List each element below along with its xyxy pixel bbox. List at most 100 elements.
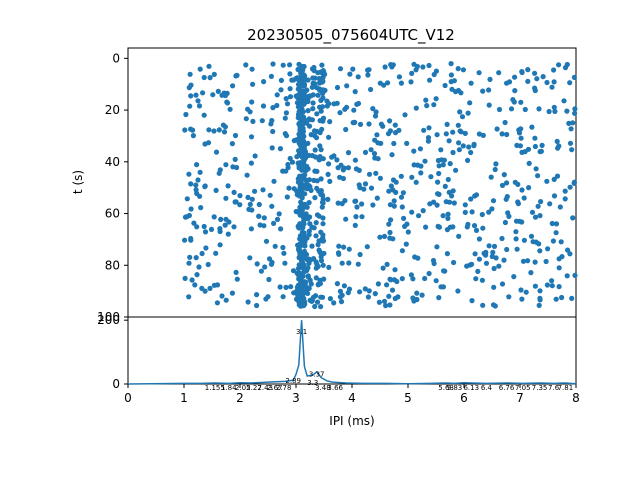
scatter-point bbox=[362, 149, 369, 155]
scatter-point bbox=[254, 292, 260, 298]
scatter-point bbox=[468, 196, 474, 202]
scatter-point bbox=[187, 254, 193, 260]
scatter-point bbox=[198, 205, 204, 211]
scatter-point bbox=[350, 66, 356, 72]
scatter-point bbox=[566, 120, 572, 126]
scatter-point bbox=[302, 243, 308, 249]
scatter-point bbox=[294, 154, 300, 160]
scatter-point bbox=[296, 140, 303, 146]
scatter-point bbox=[483, 252, 489, 258]
scatter-point bbox=[352, 198, 358, 204]
scatter-point bbox=[511, 74, 518, 80]
peak-label: 2.78 bbox=[276, 384, 292, 392]
scatter-point bbox=[537, 248, 543, 254]
scatter-point bbox=[338, 299, 345, 305]
scatter-point bbox=[321, 69, 327, 75]
scatter-point bbox=[364, 244, 370, 250]
scatter-point bbox=[530, 239, 536, 245]
scatter-point bbox=[453, 167, 459, 173]
scatter-point bbox=[445, 215, 451, 221]
scatter-point bbox=[480, 225, 486, 231]
scatter-point bbox=[544, 79, 550, 86]
scatter-point bbox=[272, 243, 278, 249]
scatter-point bbox=[284, 194, 290, 200]
scatter-point bbox=[450, 224, 456, 230]
scatter-point bbox=[247, 255, 253, 261]
scatter-point bbox=[296, 291, 302, 297]
scatter-point bbox=[417, 146, 423, 152]
scatter-point bbox=[457, 109, 463, 115]
scatter-point bbox=[283, 133, 290, 139]
scatter-point bbox=[520, 258, 527, 264]
scatter-point bbox=[282, 260, 288, 266]
scatter-point bbox=[535, 173, 541, 179]
scatter-point bbox=[522, 106, 528, 113]
scatter-point bbox=[205, 261, 211, 268]
scatter-point bbox=[386, 221, 392, 227]
scatter-point bbox=[532, 259, 538, 265]
scatter-point bbox=[420, 208, 426, 214]
scatter-point bbox=[469, 298, 475, 304]
scatter-point bbox=[188, 206, 194, 212]
scatter-point bbox=[320, 95, 326, 101]
scatter-point bbox=[514, 246, 520, 252]
scatter-point bbox=[391, 140, 397, 147]
scatter-point bbox=[315, 92, 321, 98]
scatter-point bbox=[271, 178, 277, 184]
scatter-point bbox=[301, 230, 307, 236]
scatter-point bbox=[528, 270, 534, 276]
scatter-point bbox=[316, 213, 322, 219]
scatter-point bbox=[299, 176, 305, 182]
scatter-point bbox=[302, 201, 308, 207]
scatter-point bbox=[425, 135, 432, 141]
scatter-point bbox=[373, 170, 379, 176]
scatter-point bbox=[546, 108, 552, 115]
scatter-point bbox=[378, 140, 384, 146]
scatter-point bbox=[233, 269, 239, 275]
scatter-point bbox=[295, 81, 302, 88]
scatter-point bbox=[300, 130, 306, 137]
scatter-point bbox=[388, 217, 394, 223]
scatter-point bbox=[533, 166, 539, 172]
scatter-point bbox=[473, 276, 479, 282]
scatter-point bbox=[450, 188, 456, 194]
scatter-point bbox=[490, 302, 497, 308]
scatter-point bbox=[249, 207, 255, 213]
scatter-point bbox=[532, 283, 539, 289]
scatter-point bbox=[467, 100, 473, 106]
scatter-point bbox=[186, 294, 192, 300]
scatter-point bbox=[365, 72, 371, 78]
scatter-point bbox=[508, 106, 515, 112]
scatter-point bbox=[544, 178, 550, 184]
scatter-point bbox=[488, 174, 494, 180]
scatter-point bbox=[565, 247, 571, 253]
scatter-point bbox=[403, 241, 409, 247]
scatter-point bbox=[301, 237, 307, 243]
scatter-point bbox=[226, 219, 232, 225]
scatter-point bbox=[491, 265, 497, 272]
scatter-point bbox=[318, 294, 324, 300]
scatter-point bbox=[571, 74, 578, 80]
scatter-point bbox=[268, 73, 274, 79]
scatter-point bbox=[468, 149, 474, 156]
scatter-point bbox=[562, 196, 568, 202]
scatter-point bbox=[519, 69, 525, 76]
scatter-point bbox=[518, 126, 524, 132]
scatter-y-ticks: 0 20 40 60 80 100 bbox=[97, 51, 128, 324]
scatter-point bbox=[287, 86, 293, 92]
scatter-point bbox=[277, 146, 283, 152]
scatter-point bbox=[300, 298, 306, 304]
scatter-point bbox=[201, 112, 207, 118]
scatter-point bbox=[433, 68, 439, 74]
scatter-point bbox=[492, 166, 498, 173]
scatter-point bbox=[375, 156, 381, 162]
histogram-x-ticks: 0 1 2 3 4 5 6 7 8 bbox=[124, 384, 580, 405]
scatter-point bbox=[186, 212, 192, 219]
scatter-point bbox=[343, 216, 349, 222]
scatter-point bbox=[243, 116, 249, 122]
scatter-point bbox=[390, 177, 397, 183]
scatter-point bbox=[404, 140, 410, 146]
scatter-point bbox=[512, 88, 518, 94]
scatter-point bbox=[269, 203, 275, 209]
scatter-point bbox=[396, 74, 402, 80]
